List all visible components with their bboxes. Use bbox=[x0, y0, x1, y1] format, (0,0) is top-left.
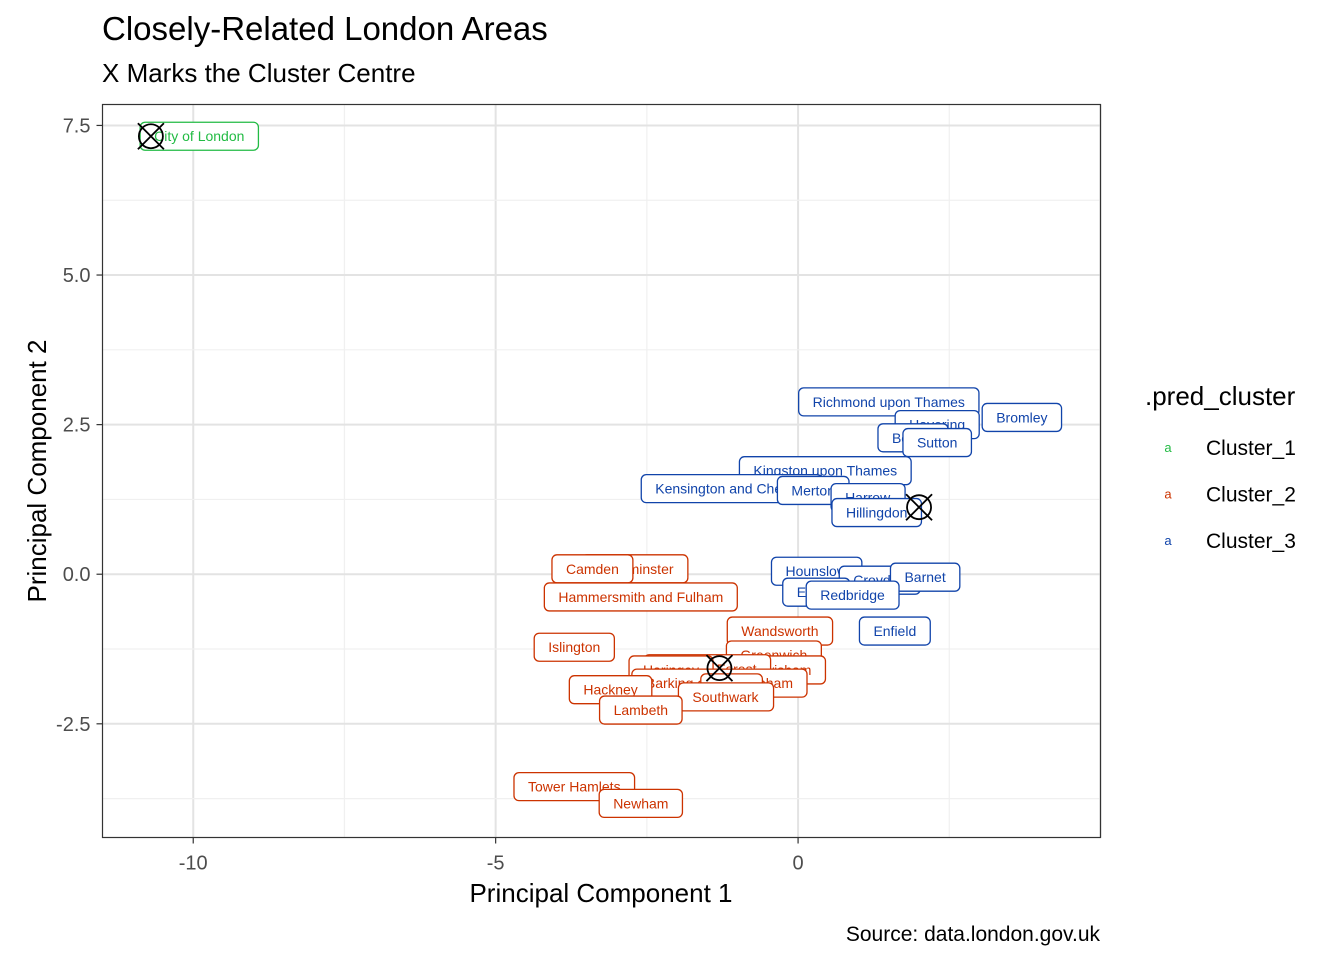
point-label: Wandsworth bbox=[726, 616, 834, 646]
point-label-text: Lambeth bbox=[614, 702, 668, 718]
centre-cross bbox=[705, 654, 734, 682]
centre-circle bbox=[706, 655, 733, 682]
point-label-box bbox=[139, 121, 260, 151]
point-label: Camden bbox=[551, 554, 634, 584]
axes: -10 -5 0 7.5 5.0 2.5 0.0 -2.5 bbox=[56, 115, 804, 874]
point-label-box bbox=[598, 695, 683, 725]
centre-circle bbox=[137, 123, 164, 150]
x-tick-label: -5 bbox=[487, 853, 505, 875]
point-label-text: Hounslow bbox=[785, 563, 847, 579]
point-label: Newham bbox=[598, 788, 684, 819]
point-label: Richmond upon Thames bbox=[798, 387, 980, 417]
data-labels: City of LondonWestminsterCamdenHammersmi… bbox=[139, 121, 1063, 819]
centre-circle bbox=[906, 494, 932, 521]
point-label: Sutton bbox=[902, 427, 973, 458]
legend-item: a Cluster_1 bbox=[1164, 437, 1296, 460]
chart-subtitle: X Marks the Cluster Centre bbox=[102, 58, 416, 88]
plot-panel-border bbox=[101, 103, 1102, 839]
centre-cross bbox=[137, 122, 165, 150]
cluster-centre-marker bbox=[905, 493, 933, 521]
point-label-box bbox=[858, 616, 931, 646]
point-label: Islington bbox=[533, 632, 616, 662]
legend: .pred_cluster a Cluster_1a Cluster_2a Clust… bbox=[1145, 381, 1296, 553]
legend-item: a Cluster_3 bbox=[1164, 530, 1296, 553]
legend-label: Cluster_3 bbox=[1206, 530, 1296, 553]
point-label-box bbox=[598, 788, 684, 819]
legend-title: .pred_cluster bbox=[1145, 381, 1296, 411]
point-label-text: Bromley bbox=[996, 409, 1047, 425]
point-label: Hammersmith and Fulham bbox=[543, 582, 738, 612]
point-label: Bromley bbox=[981, 402, 1063, 433]
y-tick-label: 7.5 bbox=[63, 115, 91, 137]
point-label-text: Merton bbox=[791, 482, 835, 498]
cluster-centre-marker bbox=[705, 654, 734, 682]
y-tick-label: 2.5 bbox=[63, 415, 91, 437]
point-label: Hillingdon bbox=[831, 497, 923, 528]
cluster-centre-marker bbox=[137, 122, 165, 150]
point-label: Redbridge bbox=[805, 580, 900, 610]
point-label-box bbox=[981, 402, 1063, 433]
y-tick-label: 0.0 bbox=[63, 564, 91, 586]
point-label-text: Redbridge bbox=[820, 587, 885, 603]
point-label-text: Islington bbox=[548, 639, 600, 655]
legend-key-glyph: a bbox=[1164, 487, 1172, 502]
legend-key-glyph: a bbox=[1164, 533, 1172, 548]
y-axis-title: Principal Component 2 bbox=[22, 339, 52, 602]
cluster-centres bbox=[137, 122, 933, 682]
point-label-text: Barnet bbox=[904, 569, 945, 585]
point-label-box bbox=[543, 582, 738, 612]
point-label: Lambeth bbox=[598, 695, 683, 725]
x-tick-label: 0 bbox=[793, 853, 804, 875]
point-label-box bbox=[805, 580, 900, 610]
point-label-text: Hammersmith and Fulham bbox=[558, 589, 723, 605]
legend-label: Cluster_1 bbox=[1206, 437, 1296, 460]
point-label: City of London bbox=[139, 121, 260, 151]
point-label-text: City of London bbox=[154, 128, 244, 144]
y-tick-label: -2.5 bbox=[56, 714, 90, 736]
point-label: Enfield bbox=[858, 616, 931, 646]
point-label-text: Wandsworth bbox=[741, 623, 818, 639]
point-label-text: Hillingdon bbox=[846, 505, 907, 521]
chart-title: Closely-Related London Areas bbox=[102, 10, 548, 47]
legend-label: Cluster_2 bbox=[1206, 484, 1296, 507]
x-axis-title: Principal Component 1 bbox=[469, 878, 732, 908]
point-label-text: Enfield bbox=[873, 623, 916, 639]
point-label-text: Kensington and Chelsea bbox=[655, 481, 808, 497]
point-label-text: Sutton bbox=[917, 435, 957, 451]
point-label: Southwark bbox=[677, 682, 775, 712]
point-label-text: Hackney bbox=[583, 682, 637, 698]
x-tick-label: -10 bbox=[179, 853, 208, 875]
legend-key-glyph: a bbox=[1164, 440, 1172, 455]
y-tick-label: 5.0 bbox=[63, 265, 91, 287]
point-label-text: Southwark bbox=[692, 689, 759, 705]
point-label-box bbox=[798, 387, 980, 417]
point-label: Tower Hamlets bbox=[513, 771, 636, 802]
point-label-box bbox=[889, 562, 961, 592]
chart-caption: Source: data.london.gov.uk bbox=[846, 923, 1101, 946]
point-label-text: Richmond upon Thames bbox=[813, 394, 965, 410]
point-label-text: Newham bbox=[613, 795, 668, 811]
grid bbox=[102, 104, 1102, 838]
legend-item: a Cluster_2 bbox=[1164, 484, 1296, 507]
point-label-box bbox=[533, 632, 616, 662]
point-label-box bbox=[831, 497, 923, 528]
centre-cross bbox=[905, 493, 933, 521]
point-label-box bbox=[902, 427, 973, 458]
point-label-text: Tower Hamlets bbox=[528, 779, 621, 795]
point-label-text: Camden bbox=[566, 561, 619, 577]
point-label: Barnet bbox=[889, 562, 961, 592]
